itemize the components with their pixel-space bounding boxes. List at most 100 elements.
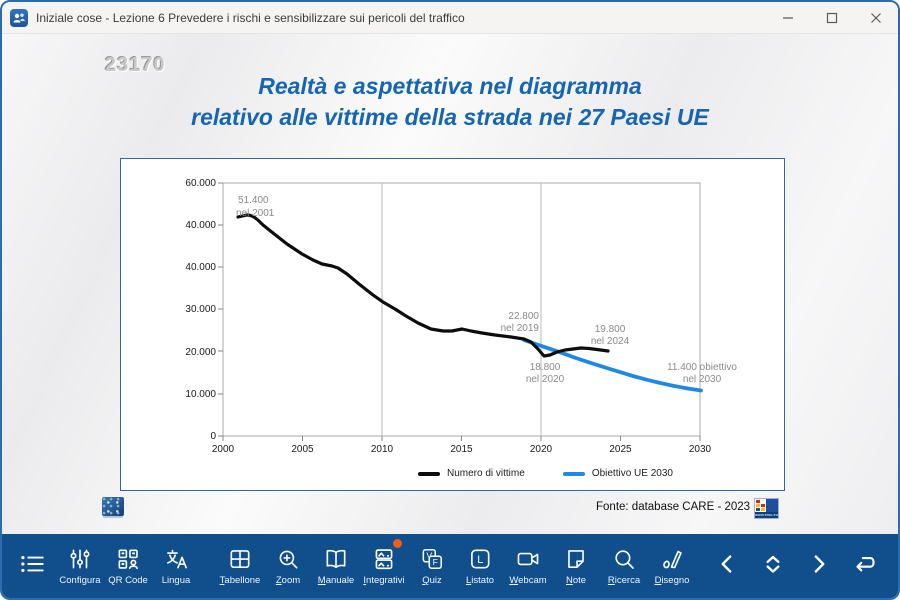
search-icon (611, 546, 637, 572)
app-users-icon (10, 8, 28, 27)
toolbar-label: Configura (59, 575, 101, 586)
erso-logo-url: www.erso.eu (755, 512, 778, 518)
x-tick-label: 2010 (371, 444, 394, 455)
window-controls (766, 2, 898, 33)
pen-icon (659, 546, 685, 572)
slide-title-line1: Realtà e aspettativa nel diagramma (258, 73, 642, 99)
legend-blue-dash (562, 471, 585, 476)
x-tick-label: 2000 (212, 444, 235, 455)
annotation-2020-value: 18.800 (530, 362, 561, 373)
note-icon (563, 546, 589, 572)
toolbar-label: Tabellone (219, 575, 261, 586)
toolbar-label: Note (565, 575, 587, 586)
toolbar-item-webcam[interactable]: Webcam (504, 546, 552, 586)
erso-logo: www.erso.eu (754, 498, 779, 519)
slide-title-line2: relativo alle vittime della strada nei 2… (191, 104, 709, 130)
svg-text:L: L (477, 554, 483, 566)
legend-item-vittime: Numero di vittime (418, 468, 525, 479)
line-chart: 60.000 40.000 40.000 30.000 20.000 10.00… (120, 158, 785, 491)
toolbar-item-disegno[interactable]: Disegno (648, 546, 696, 586)
slide-selector-button[interactable] (750, 549, 796, 584)
maximize-button[interactable] (810, 2, 854, 33)
letter-l-icon: L (467, 546, 493, 572)
erso-logo-cells (755, 499, 766, 512)
toolbar-item-qr-code[interactable]: QR Code (104, 546, 152, 586)
y-tick-label: 30.000 (185, 304, 216, 315)
window-title: Iniziale cose - Lezione 6 Prevedere i ri… (36, 10, 465, 25)
toolbar-item-integrativi[interactable]: Integrativi (360, 539, 408, 586)
y-axis-ticks (218, 182, 223, 437)
toolbar-item-tabellone[interactable]: Tabellone (216, 546, 264, 586)
toolbar-item-manuale[interactable]: Manuale (312, 546, 360, 586)
title-bar: Iniziale cose - Lezione 6 Prevedere i ri… (2, 2, 898, 34)
erso-logo-top (755, 499, 778, 512)
series-obiettivo-ue-2030 (522, 338, 703, 393)
slide-navigation (704, 549, 888, 584)
toolbar-item-note[interactable]: Note (552, 546, 600, 586)
true-false-icon: V F (419, 546, 445, 572)
y-tick-label: 40.000 (185, 220, 216, 231)
x-tick-label: 2030 (689, 444, 712, 455)
notification-dot (393, 539, 402, 548)
y-tick-label: 60.000 (185, 178, 216, 189)
legend-item-obiettivo: Obiettivo UE 2030 (562, 468, 673, 479)
svg-text:V: V (426, 550, 432, 560)
bottom-toolbar: Configura QR Code (2, 534, 898, 598)
slides-stack-icon (371, 546, 397, 572)
return-button[interactable] (842, 549, 888, 584)
translate-icon (163, 546, 189, 572)
toolbar-label: Ricerca (607, 575, 641, 586)
erso-logo-blue-panel (766, 499, 778, 512)
annotation-2019-value: 22.800 (508, 311, 539, 322)
return-arrow-icon (850, 549, 880, 584)
slide-title: Realtà e aspettativa nel diagramma relat… (2, 71, 898, 133)
chevrons-up-down-icon (758, 549, 788, 584)
annotation-2030-label: nel 2030 (683, 374, 722, 385)
toolbar-item-ricerca[interactable]: Ricerca (600, 546, 648, 586)
toolbar-label: Manuale (317, 575, 355, 586)
series-numero-di-vittime (236, 213, 610, 358)
toolbar-label: QR Code (108, 575, 148, 586)
next-slide-button[interactable] (796, 549, 842, 584)
y-tick-label: 20.000 (185, 347, 216, 358)
open-book-icon (323, 546, 349, 572)
toolbar-label: Lingua (161, 575, 191, 586)
toolbar-label: Zoom (275, 575, 301, 586)
x-tick-label: 2025 (609, 444, 632, 455)
slide-number: 23170 (105, 54, 166, 76)
vertical-gridlines (381, 183, 542, 436)
toolbar-item-listato[interactable]: L Listato (456, 546, 504, 586)
chart-legend: Numero di vittime Obiettivo UE 2030 (418, 468, 673, 479)
annotation-2001-value: 51.400 (238, 195, 269, 206)
toolbar-item-lingua[interactable]: Lingua (152, 546, 200, 586)
toolbar-item-quiz[interactable]: V F Quiz (408, 546, 456, 586)
zoom-in-icon (275, 546, 301, 572)
bullet-list-icon (17, 549, 47, 584)
slide-area: 23170 Realtà e aspettativa nel diagramma… (2, 34, 898, 534)
annotation-2030-value: 11.400 obiettivo (667, 362, 737, 373)
annotation-2001-label: nel 2001 (236, 208, 275, 219)
legend-black-dash (418, 471, 440, 476)
legend-label: Obiettivo UE 2030 (591, 468, 673, 479)
plot-frame (222, 182, 701, 437)
sliders-icon (67, 546, 93, 572)
x-tick-label: 2020 (530, 444, 553, 455)
x-tick-label: 2015 (450, 444, 473, 455)
chevron-right-icon (804, 549, 834, 584)
annotation-2020-label: nel 2020 (526, 374, 565, 385)
board-grid-icon (227, 546, 253, 572)
toolbar-label: Webcam (509, 575, 547, 586)
index-button[interactable] (8, 549, 56, 584)
annotation-2019-label: nel 2019 (501, 323, 540, 334)
toolbar-item-zoom[interactable]: Zoom (264, 546, 312, 586)
minimize-button[interactable] (766, 2, 810, 33)
slide-corner-logo (102, 497, 124, 516)
toolbar-item-configura[interactable]: Configura (56, 546, 104, 586)
y-tick-label: 0 (210, 431, 216, 442)
qr-code-icon (115, 546, 141, 572)
annotation-2024-label: nel 2024 (591, 336, 630, 347)
annotation-2024-value: 19.800 (595, 324, 626, 335)
previous-slide-button[interactable] (704, 549, 750, 584)
close-button[interactable] (854, 2, 898, 33)
toolbar-label: Integrativi (363, 575, 405, 586)
